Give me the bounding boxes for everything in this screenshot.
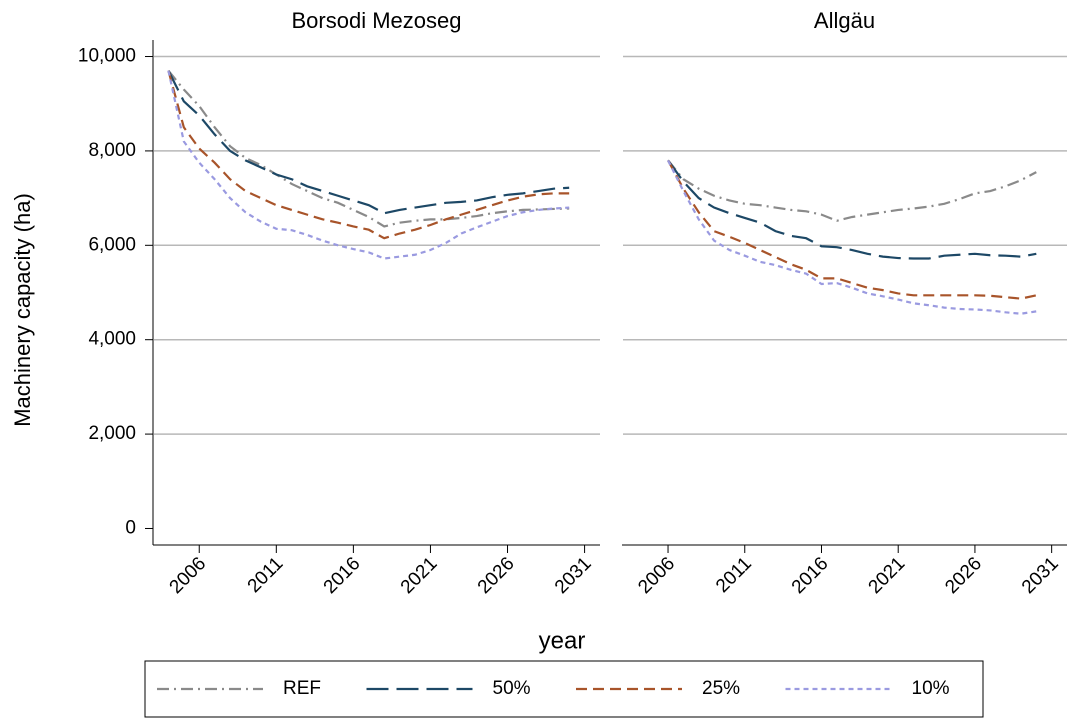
series-line — [667, 159, 1037, 222]
y-tick-label: 10,000 — [78, 46, 136, 67]
y-tick-label: 4,000 — [88, 329, 136, 350]
x-tick-label: 2006 — [634, 553, 679, 598]
series-line — [667, 159, 1037, 260]
x-tick-label: 2031 — [551, 553, 596, 598]
x-tick-label: 2011 — [712, 553, 756, 597]
x-tick-label: 2031 — [1018, 553, 1063, 598]
series-line — [167, 70, 570, 260]
legend-label: 50% — [493, 678, 531, 699]
series-line — [667, 159, 1037, 300]
series-line — [667, 159, 1037, 315]
x-tick-label: 2016 — [788, 553, 833, 598]
series-line — [167, 69, 570, 228]
x-tick-label: 2026 — [474, 553, 519, 598]
panel-title: Allgäu — [814, 8, 875, 33]
legend-box — [144, 660, 984, 718]
x-tick-label: 2011 — [244, 553, 288, 597]
x-tick-label: 2021 — [397, 553, 442, 598]
x-tick-label: 2006 — [166, 553, 211, 598]
y-tick-label: 6,000 — [88, 234, 136, 255]
y-tick-label: 8,000 — [88, 140, 136, 161]
series-line — [167, 70, 570, 215]
y-axis-label: Machinery capacity (ha) — [10, 193, 35, 427]
panel-title: Borsodi Mezoseg — [292, 8, 462, 33]
legend-label: 25% — [702, 678, 740, 699]
x-tick-label: 2026 — [941, 553, 986, 598]
x-tick-label: 2016 — [320, 553, 365, 598]
legend-label: 10% — [912, 678, 950, 699]
legend-label: REF — [283, 678, 321, 699]
x-axis-label: year — [539, 627, 586, 654]
series-line — [167, 70, 570, 240]
y-tick-label: 2,000 — [88, 423, 136, 444]
x-tick-label: 2021 — [865, 553, 910, 598]
y-tick-label: 0 — [125, 517, 136, 538]
